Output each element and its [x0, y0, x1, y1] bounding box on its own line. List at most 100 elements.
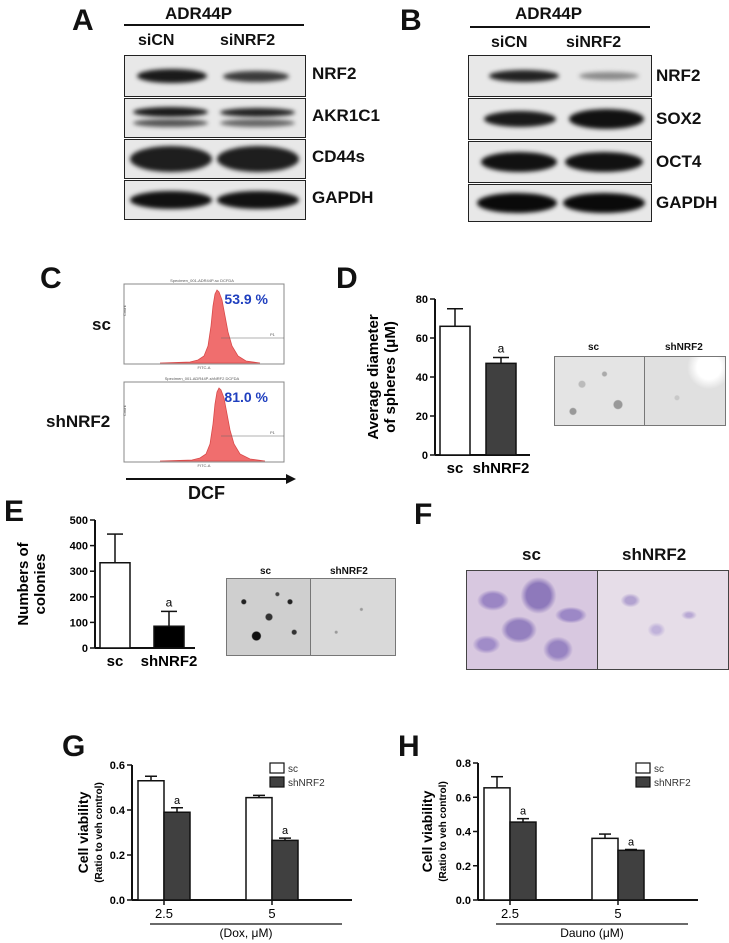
flow-frame-shnrf2 — [123, 381, 285, 463]
y-axis-subtitle: (Ratio to veh control) — [94, 782, 105, 883]
invasion-photo-sc — [466, 570, 598, 670]
sig-label: a — [174, 795, 181, 807]
sphere-photo-label-shnrf2: shNRF2 — [665, 342, 703, 353]
blot-a-lane-2: siNRF2 — [220, 32, 276, 49]
legend-label-shNRF2: shNRF2 — [288, 778, 325, 789]
flow-percent-sc: 53.9 % — [224, 291, 268, 307]
x-tick-label: shNRF2 — [473, 460, 530, 477]
y-axis-title: Numbers of — [15, 541, 32, 625]
flow-row-label-shnrf2: shNRF2 — [46, 412, 111, 431]
invasion-photo-shnrf2 — [597, 570, 729, 670]
y-tick-label: 20 — [416, 411, 428, 423]
panel-label-b: B — [400, 4, 422, 37]
bar-shNRF2 — [485, 362, 517, 456]
y-axis-title: colonies — [32, 554, 49, 615]
y-tick-label: 0.2 — [110, 850, 125, 862]
sig-label: a — [628, 836, 635, 848]
flow-xtick-sc: FITC-A — [198, 365, 211, 370]
y-tick-label: 300 — [70, 566, 88, 578]
flow-ytick-shnrf2: Count — [122, 404, 127, 416]
x-tick-label: 5 — [268, 906, 275, 921]
bar-sc-2.5 — [137, 780, 165, 901]
x-axis-title: (Dox, μM) — [220, 926, 273, 940]
bar-shNRF2-5 — [617, 849, 645, 901]
colony-photo-label-sc: sc — [260, 566, 272, 577]
bar-sc-5 — [245, 796, 273, 901]
legend-label-sc: sc — [288, 764, 298, 775]
panel-label-h: H — [398, 730, 420, 763]
sig-label: a — [498, 342, 505, 356]
x-tick-label: shNRF2 — [141, 653, 198, 670]
flow-percent-shnrf2: 81.0 % — [224, 389, 268, 405]
y-tick-label: 0 — [422, 450, 428, 462]
flow-histogram-sc — [159, 289, 261, 364]
blot-b-sox2 — [468, 98, 652, 140]
sphere-photo-label-sc: sc — [588, 342, 600, 353]
flow-ytick-sc: Count — [122, 304, 127, 316]
y-tick-label: 400 — [70, 541, 88, 553]
bar-shNRF2-2.5 — [163, 811, 191, 901]
blot-a-akr1c1 — [124, 98, 306, 138]
x-tick-label: 2.5 — [155, 906, 173, 921]
bar-sc — [439, 325, 471, 456]
flow-header-shnrf2: Specimen_001-ADR44P-shNRF2 DCFDA — [165, 376, 240, 381]
bar-sc-2.5 — [483, 787, 511, 901]
legend-label-shNRF2: shNRF2 — [654, 778, 691, 789]
blot-a-header-line — [124, 24, 304, 26]
blot-b-row-4: GAPDH — [656, 193, 718, 212]
legend-swatch-sc — [635, 762, 651, 774]
y-tick-label: 0.8 — [456, 758, 471, 770]
blot-b-lane-1: siCN — [491, 34, 528, 51]
y-tick-label: 0.0 — [456, 895, 471, 907]
flow-gate-label-shnrf2: P1 — [270, 430, 276, 435]
blot-b-row-2: SOX2 — [656, 109, 702, 128]
y-tick-label: 500 — [70, 515, 88, 527]
x-axis-title: Dauno (μM) — [560, 926, 624, 940]
x-tick-label: sc — [107, 653, 124, 670]
blot-a-row-1: NRF2 — [312, 64, 357, 83]
blot-a-gapdh — [124, 180, 306, 220]
legend-swatch-sc — [269, 762, 285, 774]
y-tick-label: 0 — [82, 643, 88, 655]
x-tick-label: sc — [447, 460, 464, 477]
colony-photo-sc — [226, 578, 312, 656]
bar-shNRF2 — [153, 625, 185, 649]
panel-label-a: A — [72, 4, 94, 37]
blot-a-cd44s — [124, 139, 306, 179]
colony-photo-label-shnrf2: shNRF2 — [330, 566, 368, 577]
chart-d: 0 20 40 60 80 sc a shNRF2 Average diameter of sph… — [365, 294, 530, 477]
invasion-label-sc: sc — [522, 545, 541, 564]
y-tick-label: 40 — [416, 372, 428, 384]
flow-header-sc: Specimen_001-ADR44P-sc DCFDA — [170, 278, 234, 283]
y-tick-label: 0.6 — [110, 760, 125, 772]
y-tick-label: 0.2 — [456, 861, 471, 873]
flow-frame-sc — [123, 283, 285, 365]
blot-b-row-3: OCT4 — [656, 152, 702, 171]
bar-shNRF2-2.5 — [509, 821, 537, 901]
invasion-label-shnrf2: shNRF2 — [622, 545, 687, 564]
y-tick-label: 0.4 — [456, 827, 472, 839]
flow-histograms: Specimen_001-ADR44P-sc DCFDA Count P1 53… — [122, 278, 285, 468]
chart-h: 0.0 0.2 0.4 0.6 0.8 a 2.5 a 5 Dauno (μM) Cell viab… — [419, 758, 698, 940]
blot-b-header-line — [470, 26, 650, 28]
legend-swatch-shNRF2 — [269, 776, 285, 788]
flow-xlabel: DCF — [188, 483, 225, 503]
y-tick-label: 0.6 — [456, 792, 471, 804]
panel-label-d: D — [336, 262, 358, 295]
sphere-photo-shnrf2 — [644, 356, 726, 426]
y-axis-title: Cell viability — [75, 791, 91, 873]
y-axis-subtitle: (Ratio to veh control) — [438, 781, 449, 882]
colony-photo-shnrf2 — [310, 578, 396, 656]
sig-label: a — [166, 595, 173, 609]
blot-a-row-4: GAPDH — [312, 188, 374, 207]
blot-a-lane-1: siCN — [138, 32, 175, 49]
y-axis-title: Cell viability — [419, 790, 435, 872]
flow-histogram-shnrf2 — [159, 387, 266, 462]
blot-a-nrf2 — [124, 55, 306, 97]
panel-label-e: E — [4, 495, 25, 528]
y-tick-label: 60 — [416, 333, 428, 345]
panel-label-c: C — [40, 262, 62, 295]
y-tick-label: 0.0 — [110, 895, 125, 907]
x-tick-label: 5 — [614, 906, 621, 921]
blot-b-oct4 — [468, 141, 652, 183]
